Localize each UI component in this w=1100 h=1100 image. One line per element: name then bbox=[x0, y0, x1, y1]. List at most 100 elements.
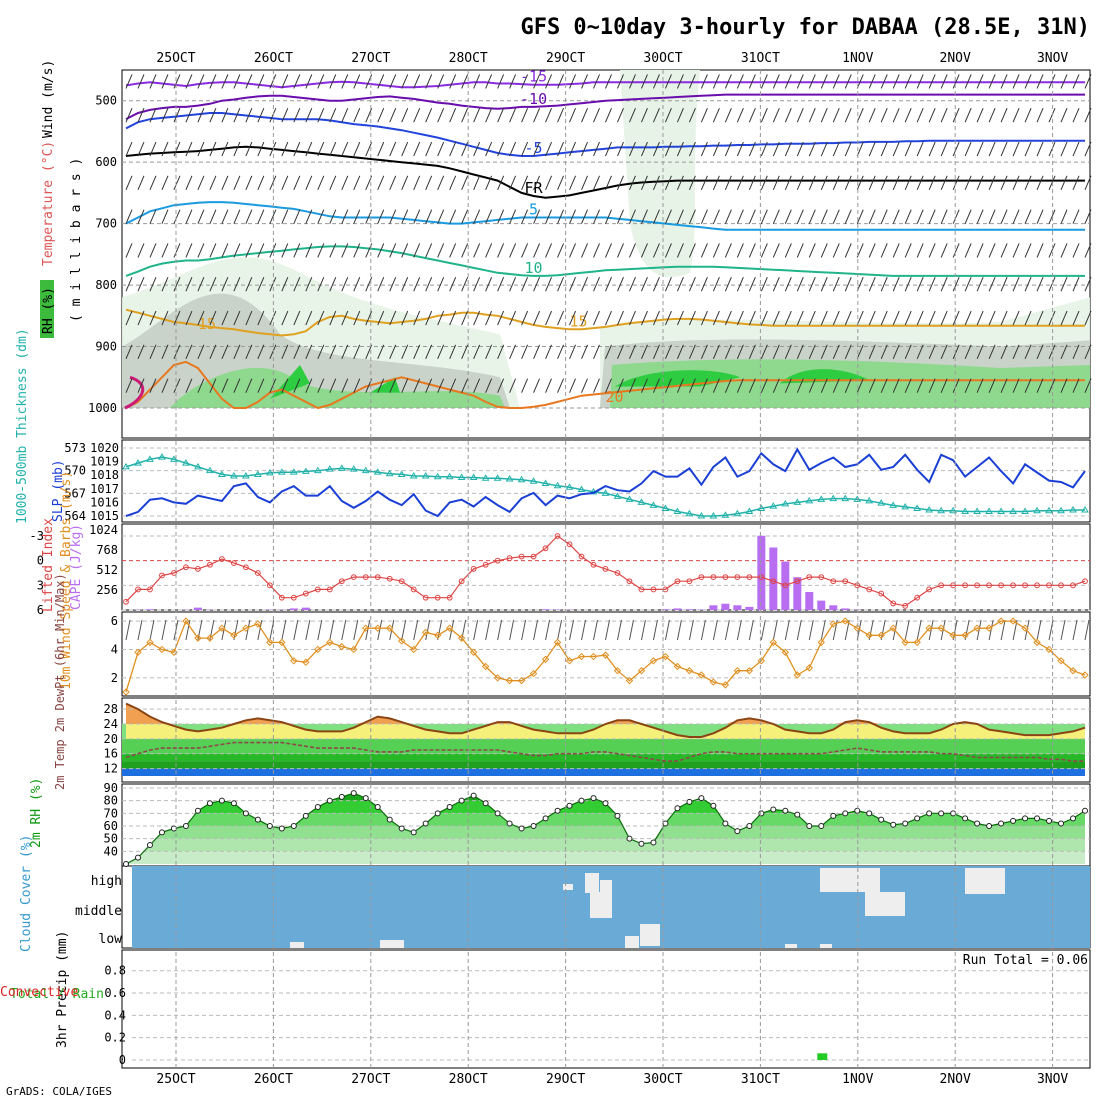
wind-barb bbox=[1048, 378, 1056, 393]
wind-barb bbox=[688, 344, 696, 360]
thickness-point bbox=[433, 472, 442, 480]
ylabel-temperature: Temperature (°C) bbox=[41, 141, 56, 266]
wind-barb bbox=[185, 243, 193, 258]
temp-band bbox=[122, 768, 1085, 776]
wind-barb bbox=[245, 378, 253, 393]
thickness-point bbox=[781, 499, 790, 507]
wind-barb bbox=[772, 619, 778, 641]
wind-barb bbox=[209, 277, 217, 292]
wind-barb bbox=[796, 74, 804, 89]
rh-point bbox=[710, 802, 717, 809]
rh-point bbox=[902, 820, 909, 827]
thickness-point bbox=[673, 507, 682, 514]
y-tick-temp: 12 bbox=[104, 762, 118, 776]
thickness-point bbox=[134, 459, 142, 466]
wind-barb bbox=[1084, 277, 1092, 292]
wind-barb bbox=[688, 277, 696, 292]
temp-contour bbox=[125, 308, 1085, 337]
wind-speed-point bbox=[1069, 667, 1077, 675]
wind-barb bbox=[868, 277, 876, 292]
lifted-index-point bbox=[326, 586, 333, 593]
wind-barb bbox=[569, 310, 576, 326]
wind-barb bbox=[149, 344, 157, 360]
wind-barb bbox=[880, 141, 888, 157]
wind-barb bbox=[641, 344, 648, 360]
wind-barb bbox=[329, 243, 337, 258]
lifted-index-point bbox=[866, 586, 873, 593]
wind-barb bbox=[688, 175, 696, 191]
wind-barb bbox=[1060, 74, 1068, 89]
y-tick-pressure: 600 bbox=[95, 155, 117, 169]
wind-barb bbox=[1072, 344, 1080, 360]
wind-barb bbox=[509, 209, 517, 224]
wind-barb bbox=[125, 74, 133, 89]
rh-point bbox=[146, 842, 153, 848]
wind-barb bbox=[557, 344, 565, 360]
thickness-point bbox=[1021, 507, 1029, 514]
wind-barb bbox=[952, 243, 960, 258]
y-tick-slp: 1015 bbox=[90, 509, 119, 523]
wind-barb bbox=[293, 141, 301, 157]
rh-point bbox=[542, 815, 549, 822]
wind-barb bbox=[892, 108, 900, 123]
rh-point bbox=[230, 800, 237, 807]
wind-barb bbox=[185, 277, 193, 292]
wind-barb bbox=[137, 175, 145, 191]
wind-barb bbox=[449, 108, 457, 123]
wind-barb bbox=[377, 378, 385, 393]
wind-barb bbox=[305, 141, 313, 157]
wind-barb bbox=[233, 108, 241, 123]
wind-barb bbox=[748, 74, 756, 89]
wind-barb bbox=[617, 209, 624, 224]
wind-barb bbox=[233, 175, 241, 191]
lifted-index-point bbox=[494, 557, 501, 564]
wind-barb bbox=[401, 277, 409, 292]
rh-point bbox=[302, 812, 309, 819]
wind-speed-point bbox=[913, 638, 921, 647]
wind-barb bbox=[605, 310, 612, 326]
wind-barb bbox=[605, 74, 612, 89]
wind-barb bbox=[401, 108, 409, 123]
wind-barb bbox=[1060, 344, 1068, 360]
wind-barb bbox=[413, 378, 421, 393]
wind-speed-line bbox=[125, 619, 1086, 693]
rh-point bbox=[494, 810, 501, 817]
date-label-bottom: 31OCT bbox=[741, 1072, 780, 1087]
wind-barb bbox=[581, 74, 588, 89]
wind-barb bbox=[748, 277, 756, 292]
wind-speed-point bbox=[985, 624, 993, 632]
wind-barb bbox=[305, 209, 313, 224]
wind-barb bbox=[892, 344, 900, 360]
wind-barb bbox=[521, 243, 529, 258]
wind-barb bbox=[617, 344, 624, 360]
thickness-point bbox=[1069, 505, 1077, 513]
wind-barb bbox=[1072, 310, 1080, 326]
wind-barb bbox=[377, 619, 383, 641]
wind-speed-point bbox=[326, 638, 334, 647]
wind-barb bbox=[1048, 344, 1056, 360]
wind-barb bbox=[664, 108, 672, 123]
rh-area-light bbox=[620, 70, 700, 278]
wind-barb bbox=[161, 277, 169, 292]
wind-barb bbox=[1036, 344, 1044, 360]
wind-barb bbox=[497, 310, 505, 326]
wind-barb bbox=[760, 243, 768, 258]
ylabel-precip-total: Total / Rain bbox=[10, 987, 104, 1002]
wind-barb bbox=[892, 243, 900, 258]
wind-barb bbox=[1084, 619, 1090, 641]
date-label-top: 29OCT bbox=[546, 51, 585, 66]
lifted-index-point bbox=[290, 594, 297, 601]
wind-barb bbox=[269, 175, 277, 191]
wind-barb bbox=[784, 310, 792, 326]
wind-barb bbox=[605, 619, 610, 641]
lifted-index-point bbox=[518, 553, 525, 560]
rh-point bbox=[362, 795, 369, 802]
wind-barb bbox=[796, 619, 802, 641]
wind-barb bbox=[377, 175, 385, 191]
wind-barb bbox=[233, 310, 241, 326]
wind-barb bbox=[605, 243, 612, 258]
wind-barb bbox=[629, 378, 636, 393]
rh-point bbox=[758, 810, 765, 817]
ylabel-temp: 2m Temp 2m DewPt (6hr Min/Max) bbox=[53, 573, 67, 790]
wind-speed-point bbox=[481, 662, 490, 671]
